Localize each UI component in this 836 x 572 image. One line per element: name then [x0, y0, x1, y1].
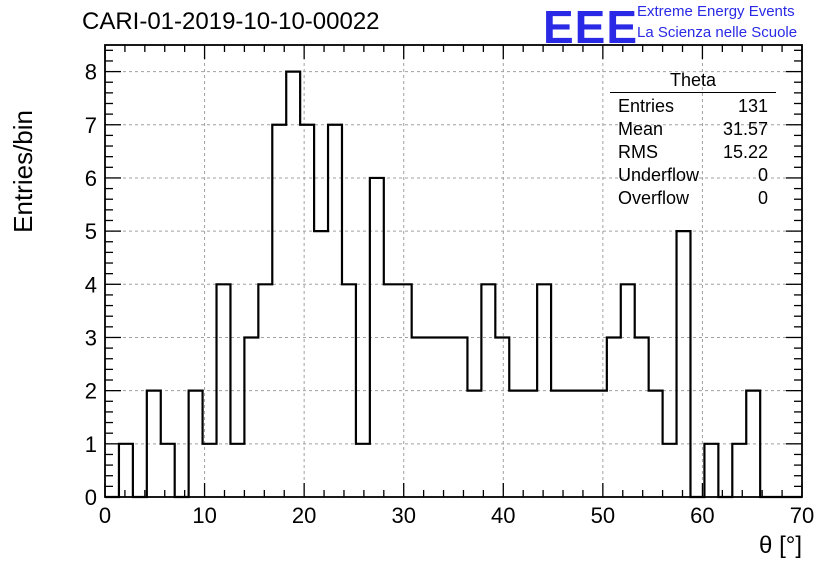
- y-tick-label: 6: [85, 166, 97, 191]
- logo-caption-line1: Extreme Energy Events: [637, 3, 795, 20]
- stats-title: Theta: [610, 68, 776, 93]
- stats-row-entries: Entries 131: [610, 95, 776, 118]
- stats-label: Entries: [618, 96, 675, 116]
- y-tick-label: 5: [85, 219, 97, 244]
- y-tick-label: 2: [85, 379, 97, 404]
- stats-box: Theta Entries 131 Mean 31.57 RMS 15.22 U…: [610, 68, 776, 210]
- stats-row-underflow: Underflow 0: [610, 164, 776, 187]
- y-tick-label: 8: [85, 60, 97, 85]
- stats-value: 0: [757, 165, 768, 185]
- y-tick-label: 0: [85, 485, 97, 510]
- x-tick-label: 40: [491, 503, 515, 528]
- histogram-outline: [105, 70, 802, 499]
- stats-value: 131: [737, 96, 768, 116]
- stats-row-overflow: Overflow 0: [610, 187, 776, 210]
- x-tick-label: 20: [292, 503, 316, 528]
- x-tick-label: 0: [99, 503, 111, 528]
- y-tick-label: 7: [85, 113, 97, 138]
- y-tick-label: 4: [85, 272, 97, 297]
- tick-labels: 0 10 20 30 40 50 60 70 0 1 2 3 4 5 6 7 8: [85, 60, 814, 528]
- y-tick-label: 1: [85, 432, 97, 457]
- stats-value: 15.22: [722, 142, 768, 162]
- eee-logo: EEE: [543, 1, 639, 53]
- x-axis-label: θ [°]: [759, 532, 802, 559]
- chart-title: CARI-01-2019-10-10-00022: [82, 8, 380, 35]
- x-tick-label: 60: [690, 503, 714, 528]
- stats-row-rms: RMS 15.22: [610, 141, 776, 164]
- logo-caption-line2: La Scienza nelle Scuole: [637, 24, 798, 41]
- y-tick-label: 3: [85, 325, 97, 350]
- stats-row-mean: Mean 31.57: [610, 118, 776, 141]
- x-tick-label: 30: [391, 503, 415, 528]
- stats-value: 0: [757, 188, 768, 208]
- x-tick-label: 70: [790, 503, 814, 528]
- stats-label: RMS: [618, 142, 658, 162]
- x-tick-label: 10: [192, 503, 216, 528]
- x-tick-label: 50: [591, 503, 615, 528]
- axis-ticks: [104, 45, 803, 498]
- stats-label: Underflow: [618, 165, 700, 185]
- stats-label: Overflow: [618, 188, 690, 208]
- y-axis-label: Entries/bin: [8, 110, 38, 233]
- stats-label: Mean: [618, 119, 664, 139]
- plot-frame: [104, 44, 803, 498]
- stats-value: 31.57: [722, 119, 768, 139]
